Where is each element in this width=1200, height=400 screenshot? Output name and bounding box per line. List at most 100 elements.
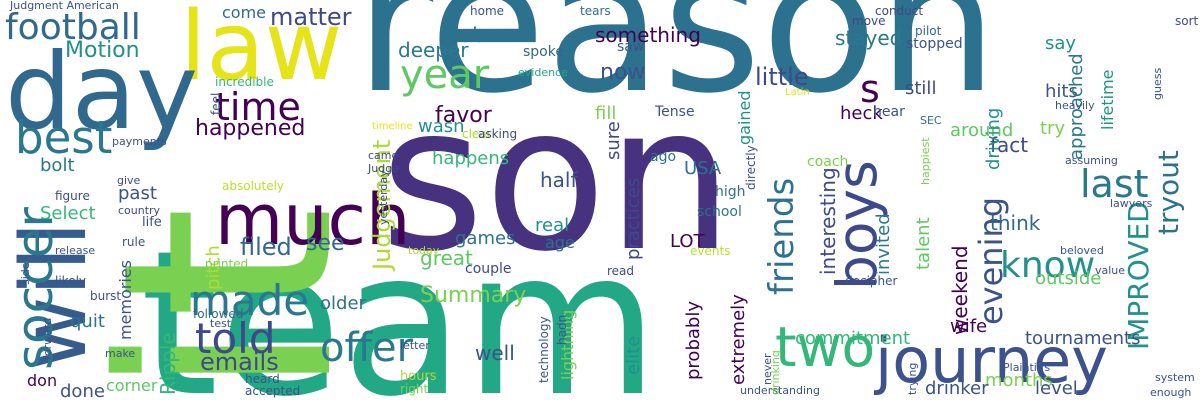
word-bolt: bolt <box>40 155 75 176</box>
word-asking: asking <box>478 127 518 141</box>
word-great: great <box>420 246 473 270</box>
word-ripple: Ripple <box>156 332 180 395</box>
word-country: country <box>118 204 161 217</box>
word-extremely: extremely <box>728 294 749 385</box>
word-offer: offer <box>320 325 414 371</box>
word-tryout: tryout <box>1152 150 1185 235</box>
word-little: little <box>755 63 809 91</box>
word-interesting: interesting <box>816 167 840 275</box>
word-outside: outside <box>1035 268 1102 289</box>
word-hours: hours <box>400 369 437 384</box>
word-side: side <box>19 262 32 285</box>
word-games: games <box>455 228 516 249</box>
word-tense: Tense <box>655 104 695 120</box>
word-test: test <box>210 317 232 330</box>
word-happens: happens <box>432 148 510 169</box>
word-now: now <box>600 60 646 85</box>
word-forward: forward <box>41 317 54 360</box>
word-know: know <box>1000 245 1096 286</box>
word-practices: practices <box>623 177 644 260</box>
word-events: events <box>690 244 731 258</box>
word-heck: heck <box>840 103 883 124</box>
word-commitment: commitment <box>795 328 911 349</box>
word-absolutely: absolutely <box>222 179 285 193</box>
word-day: day <box>5 31 199 153</box>
word-burst: burst <box>90 289 122 303</box>
word-past: past <box>118 183 157 204</box>
word-law: law <box>180 0 343 102</box>
word-say: say <box>1045 33 1077 54</box>
word-select: Select <box>40 203 96 224</box>
word-probably: probably <box>683 301 704 380</box>
word-told: told <box>195 314 276 363</box>
word-beloved: beloved <box>1060 244 1104 257</box>
word-came: came <box>368 149 399 162</box>
word-lawyers: lawyers <box>1110 197 1153 210</box>
word-much: much <box>215 179 411 261</box>
word-guess: guess <box>1151 67 1164 100</box>
word-around: around <box>950 120 1014 141</box>
word-spoke: spoke <box>523 44 564 60</box>
word-lifetime: lifetime <box>1098 69 1117 130</box>
word-drinking: drinking <box>769 350 782 395</box>
word-summary: Summary <box>420 283 527 308</box>
word-judge: Judge <box>368 162 399 175</box>
word-system: system <box>1155 371 1195 384</box>
word-happiest: happiest <box>919 137 932 185</box>
word-half: half <box>540 168 578 192</box>
word-payments: payments <box>112 135 167 148</box>
word-favor: favor <box>435 103 492 128</box>
word-hadn: hadn <box>555 314 569 345</box>
word-last: last <box>1080 162 1149 206</box>
word-directly: directly <box>744 145 758 190</box>
word-wasn: wasn <box>418 116 465 137</box>
word-evidence: evidence <box>518 66 568 79</box>
word-heavily: heavily <box>1055 99 1095 112</box>
word-school: school <box>697 204 742 220</box>
word-tears: tears <box>580 4 611 18</box>
word-coach: coach <box>807 154 849 170</box>
word-release: release <box>55 244 96 257</box>
word-stopped: stopped <box>906 36 963 52</box>
word-done: done <box>60 381 105 400</box>
word-hits: hits <box>1045 81 1078 102</box>
word-incredible: incredible <box>215 75 274 89</box>
word-hear: hear <box>873 104 905 120</box>
word-likely: likely <box>55 274 87 288</box>
word-fill: fill <box>595 103 617 124</box>
word-don: don <box>27 371 58 390</box>
word-ago: ago <box>650 149 677 165</box>
word-sure: sure <box>603 121 624 160</box>
word-made: made <box>190 276 310 325</box>
word-team: team <box>140 208 659 400</box>
word-filed: filed <box>240 233 292 261</box>
word-give: give <box>117 174 141 187</box>
word-couple: couple <box>465 261 512 277</box>
word-club: Club <box>440 23 485 47</box>
word-quit: quit <box>70 311 105 332</box>
word-older: older <box>320 293 366 314</box>
word-reason: reason <box>355 0 998 135</box>
word-technology: technology <box>537 316 551 383</box>
word-driving: driving <box>983 107 1004 170</box>
word-two: two <box>775 315 876 379</box>
word-age: age <box>545 233 575 252</box>
word-think: think <box>990 211 1041 235</box>
word-emails: emails <box>200 348 279 376</box>
word-tournaments: tournaments <box>1025 328 1141 349</box>
word-right: right <box>400 382 429 396</box>
word-wife: wife <box>950 316 988 337</box>
word-fact: fact <box>990 133 1029 157</box>
word-feel: feel <box>209 92 223 115</box>
word-saw: saw <box>617 39 645 55</box>
word-printed: printed <box>205 257 249 271</box>
word-corner: corner <box>106 376 158 395</box>
word-happened: happened <box>195 116 306 141</box>
word-yesterday: yesterday <box>377 170 390 225</box>
word-drinker: drinker <box>925 378 989 399</box>
word-trying: trying <box>906 362 919 395</box>
word-lot: LOT <box>670 231 705 252</box>
word-assuming: assuming <box>1065 154 1118 167</box>
word-accepted: accepted <box>245 384 301 398</box>
